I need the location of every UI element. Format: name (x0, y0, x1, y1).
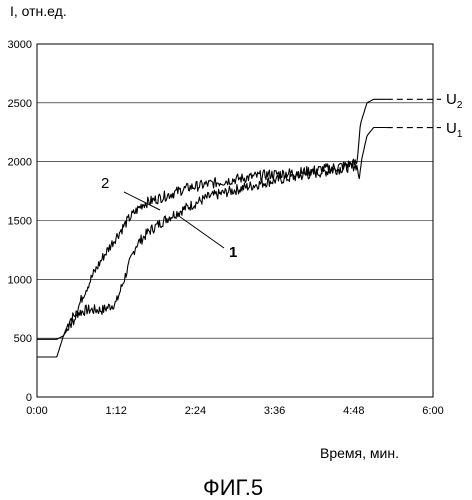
y-tick-label: 1500 (8, 216, 32, 228)
y-tick-label: 2000 (8, 157, 32, 169)
x-tick-label: 4:48 (343, 405, 364, 417)
y-tick-labels: 0 500 1000 1500 2000 2500 3000 (8, 39, 32, 404)
x-tick-label: 0:00 (26, 405, 47, 417)
end-label-u2-sub: 2 (457, 100, 463, 111)
end-label-u2: U2 (446, 91, 463, 111)
x-tick-label: 1:12 (105, 405, 126, 417)
x-tick-labels: 0:00 1:12 2:24 3:36 4:48 6:00 (26, 405, 443, 417)
x-tick-label: 6:00 (422, 405, 443, 417)
y-tick-label: 2500 (8, 98, 32, 110)
series-2-line (37, 99, 387, 339)
x-tick-label: 2:24 (185, 405, 206, 417)
y-tick-label: 500 (14, 333, 32, 345)
series-lines (37, 99, 441, 357)
y-axis-label: I, отн.ед. (10, 3, 67, 19)
figure-caption: ФИГ.5 (203, 475, 263, 500)
end-label-u1-sub: 1 (457, 129, 463, 140)
series-2-label: 2 (101, 175, 109, 192)
series-1-leader (176, 214, 224, 248)
x-axis-label: Время, мин. (320, 445, 399, 461)
grid-lines (37, 103, 433, 338)
y-tick-label: 1000 (8, 274, 32, 286)
series-1-label: 1 (229, 244, 237, 261)
y-tick-label: 0 (26, 392, 32, 404)
x-tick-label: 3:36 (264, 405, 285, 417)
end-label-u1: U1 (446, 120, 463, 140)
y-tick-label: 3000 (8, 39, 32, 51)
